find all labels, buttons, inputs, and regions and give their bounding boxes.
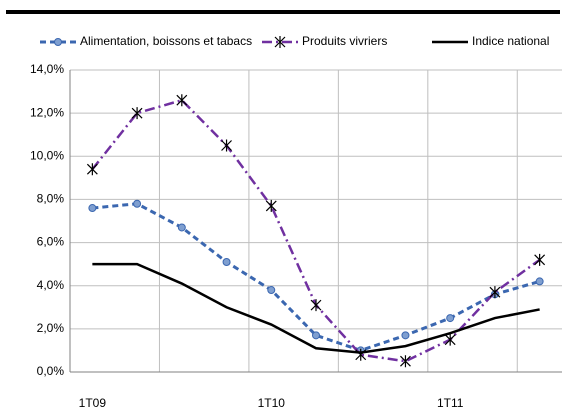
y-tick-label: 12,0%	[30, 105, 64, 119]
marker	[446, 314, 455, 323]
x-tick-label: 1T10	[258, 396, 286, 410]
y-tick-label: 6,0%	[37, 235, 65, 249]
y-tick-label: 2,0%	[37, 321, 65, 335]
marker	[88, 204, 97, 213]
x-tick-label: 1T11	[437, 396, 464, 410]
y-tick-label: 8,0%	[37, 192, 65, 206]
marker	[489, 286, 501, 299]
marker	[312, 331, 320, 340]
marker	[86, 163, 98, 176]
legend-marker	[274, 36, 286, 48]
marker	[133, 199, 142, 208]
legend-label: Indice national	[472, 34, 549, 48]
marker	[534, 253, 546, 266]
y-tick-label: 0,0%	[37, 364, 65, 378]
y-tick-label: 10,0%	[30, 148, 64, 162]
series-line	[92, 262, 540, 354]
marker	[221, 139, 232, 152]
marker	[267, 286, 276, 295]
marker	[265, 199, 277, 212]
marker	[400, 355, 411, 368]
legend-marker	[54, 38, 62, 46]
marker	[131, 107, 143, 120]
top-rule	[6, 10, 560, 14]
x-tick-label: 1T09	[79, 396, 107, 410]
y-tick-label: 4,0%	[37, 278, 65, 292]
marker	[177, 223, 186, 232]
marker	[401, 331, 410, 340]
legend-label: Produits vivriers	[302, 34, 387, 48]
marker	[222, 257, 231, 266]
legend-label: Alimentation, boissons et tabacs	[80, 34, 252, 48]
marker	[444, 333, 456, 346]
marker	[176, 94, 188, 107]
marker	[535, 277, 544, 286]
y-tick-label: 14,0%	[30, 62, 64, 76]
marker	[310, 299, 322, 312]
